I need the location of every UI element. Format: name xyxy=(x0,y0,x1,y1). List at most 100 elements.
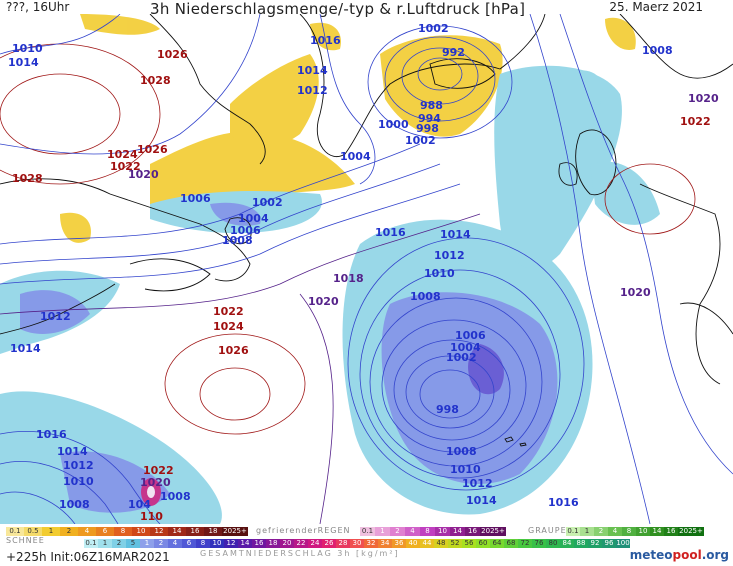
isobar-high-europe xyxy=(604,163,696,235)
isobar-label: 1008 xyxy=(160,490,191,503)
isobar-label: 1028 xyxy=(140,74,171,87)
isobar-label: 1006 xyxy=(180,192,211,205)
isobar-low-ring-7 xyxy=(347,237,585,491)
isobar-band-4 xyxy=(0,213,481,315)
legend-total-scale: 0.1 1 2 5 1 2 4 6 8 10 12 14 16 18 20 22 24 26 28 30 32 34 36 4… xyxy=(84,539,630,548)
legend-graupel-cell: 2025+ xyxy=(678,527,704,536)
isobar-high-center-1 xyxy=(199,367,271,421)
isobar-label: 1022 xyxy=(143,464,174,477)
legend-snow-cell: 1 xyxy=(42,527,60,536)
isobar-label: 1012 xyxy=(434,249,465,262)
legend-total-cell: 80 xyxy=(546,539,560,548)
isobar-band-5 xyxy=(299,293,334,524)
header-date: 25. Maerz 2021 xyxy=(609,0,703,14)
isobar-greenland-low-2 xyxy=(401,47,479,105)
precip-layer xyxy=(0,14,660,524)
legend-snow-scale: 0.1 0.5 1 2 4 6 8 10 12 14 16 18 2025+ xyxy=(6,527,248,536)
isobar-subtropics-3 xyxy=(0,491,76,524)
isobar-band-6 xyxy=(0,14,261,155)
legend-total-cell: 14 xyxy=(238,539,252,548)
isobar-band-1 xyxy=(0,143,421,245)
legend-total-cell: 28 xyxy=(336,539,350,548)
legend-total-cell: 40 xyxy=(406,539,420,548)
legend-total-cell: 36 xyxy=(392,539,406,548)
coast-baffin xyxy=(149,14,266,165)
isobar-label: 1006 xyxy=(230,224,261,237)
legend: 0.1 0.5 1 2 4 6 8 10 12 14 16 18 2025+ S… xyxy=(0,524,733,566)
isobar-label: 104 xyxy=(128,498,151,511)
isobar-label: 1004 xyxy=(238,212,269,225)
snow-area-newfoundland xyxy=(60,212,91,243)
legend-total-cell: 84 xyxy=(560,539,574,548)
coast-scandinavia xyxy=(619,14,733,79)
legend-snow-cell: 14 xyxy=(168,527,186,536)
isobar-label: 1008 xyxy=(642,44,673,57)
isobar-label: 1008 xyxy=(222,234,253,247)
legend-graupel-cell: 10 xyxy=(636,527,650,536)
coast-newfoundland xyxy=(224,217,252,245)
legend-total-cell: 1 xyxy=(98,539,112,548)
isobar-label: 1020 xyxy=(688,92,719,105)
isobar-band-7 xyxy=(0,14,121,55)
legend-freezing-cell: 14 xyxy=(450,527,465,536)
footer-init-time: +225h Init:06Z16MAR2021 xyxy=(6,550,170,564)
isobar-label: 1020 xyxy=(128,168,159,181)
legend-snow-cell: 0.1 xyxy=(6,527,24,536)
isobar-band-8 xyxy=(319,14,376,185)
isobar-label: 1012 xyxy=(63,459,94,472)
snow-area-topleft xyxy=(80,14,160,35)
isobar-high-west-1 xyxy=(0,73,121,155)
rain-heavy-center xyxy=(147,486,155,498)
coast-labrador xyxy=(0,178,251,282)
isobar-label: 1010 xyxy=(424,267,455,280)
isobar-labels: 1010 1014 1026 1028 1016 1014 1012 1002 … xyxy=(8,22,719,523)
isobar-label: 1012 xyxy=(462,477,493,490)
isobar-label: 1024 xyxy=(213,320,244,333)
legend-freezing-cell: 10 xyxy=(435,527,450,536)
meteopool-logo[interactable]: meteopool.org xyxy=(630,548,729,562)
isobar-label: 1020 xyxy=(620,286,651,299)
isobar-label: 1024 xyxy=(107,148,138,161)
legend-freezing-label: gefrierenderREGEN xyxy=(256,526,351,535)
isobar-label: 1014 xyxy=(440,228,471,241)
isobar-label: 1008 xyxy=(59,498,90,511)
legend-graupel-scale: 0.1 1 2 4 8 10 14 16 2025+ xyxy=(566,527,704,536)
legend-snow-cell: 2025+ xyxy=(222,527,248,536)
coast-nova-scotia xyxy=(129,258,211,292)
legend-total-cell: 56 xyxy=(462,539,476,548)
logo-text-suffix: .org xyxy=(701,548,729,562)
isobar-band-3 xyxy=(0,183,461,285)
isobar-label: 1016 xyxy=(375,226,406,239)
isobar-label: 1002 xyxy=(446,351,477,364)
legend-total-cell: 44 xyxy=(420,539,434,548)
coast-azores xyxy=(504,436,527,447)
rain-area-east xyxy=(590,161,660,225)
logo-text-left: meteo xyxy=(629,548,673,562)
isobar-low-ring-6 xyxy=(359,269,561,479)
snow-area-labrador xyxy=(150,131,355,210)
legend-freezing-cell: 4 xyxy=(405,527,420,536)
legend-total-cell: 32 xyxy=(364,539,378,548)
snow-area-baffin xyxy=(230,54,319,148)
legend-graupel-label: GRAUPEL xyxy=(528,526,573,535)
legend-graupel-cell: 14 xyxy=(650,527,664,536)
isobar-label: 998 xyxy=(436,403,459,416)
legend-total-cell: 30 xyxy=(350,539,364,548)
isobar-low-ring-1 xyxy=(419,369,481,419)
legend-total-cell: 34 xyxy=(378,539,392,548)
header-title: 3h Niederschlagsmenge/-typ & r.Luftdruck… xyxy=(150,0,526,18)
isobar-greenland-low-3 xyxy=(384,36,496,122)
legend-total-cell: 10 xyxy=(210,539,224,548)
legend-total-cell: 96 xyxy=(602,539,616,548)
isobar-band-9 xyxy=(559,14,733,475)
legend-snow-cell: 6 xyxy=(96,527,114,536)
legend-graupel-cell: 1 xyxy=(580,527,594,536)
coast-europe xyxy=(639,183,721,385)
isobar-label: 1014 xyxy=(10,342,41,355)
isobar-label: 998 xyxy=(416,122,439,135)
legend-graupel-cell: 0.1 xyxy=(566,527,580,536)
legend-snow-cell: 0.5 xyxy=(24,527,42,536)
isobar-label: 1008 xyxy=(446,445,477,458)
snow-area-scandinavia xyxy=(605,17,636,50)
